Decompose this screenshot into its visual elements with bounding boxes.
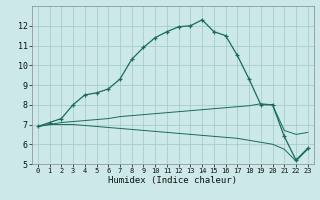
X-axis label: Humidex (Indice chaleur): Humidex (Indice chaleur) bbox=[108, 176, 237, 185]
